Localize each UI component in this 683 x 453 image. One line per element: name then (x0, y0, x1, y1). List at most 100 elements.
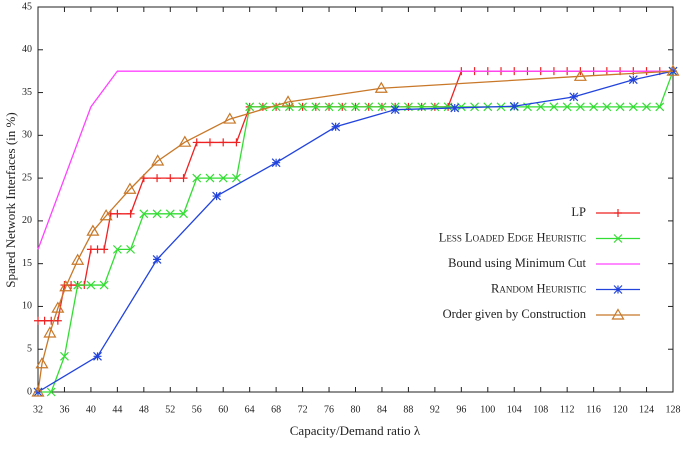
marker (86, 280, 96, 290)
marker (311, 102, 321, 112)
legend-marker (614, 209, 622, 217)
x-tick-label: 84 (377, 404, 387, 415)
marker (536, 102, 546, 112)
y-tick-label: 10 (22, 301, 32, 312)
marker (602, 102, 612, 112)
x-tick-label: 40 (86, 404, 96, 415)
y-tick-label: 5 (27, 344, 32, 355)
x-tick-label: 92 (430, 404, 440, 415)
marker (60, 351, 69, 361)
marker (100, 245, 109, 254)
marker (99, 209, 113, 221)
y-tick-label: 30 (22, 130, 32, 141)
marker (179, 174, 188, 183)
marker (73, 280, 83, 290)
marker (153, 174, 162, 183)
x-tick-label: 108 (533, 404, 548, 415)
marker (192, 138, 201, 147)
x-tick-label: 128 (666, 404, 681, 415)
marker (223, 112, 237, 124)
marker (151, 154, 165, 166)
marker (152, 254, 162, 264)
y-tick-label: 15 (22, 258, 32, 269)
marker (139, 209, 149, 219)
legend-label: Order given by Construction (443, 307, 587, 321)
marker (298, 102, 308, 112)
x-tick-label: 112 (560, 404, 575, 415)
marker (205, 173, 215, 183)
marker (562, 102, 572, 112)
marker (509, 101, 519, 111)
marker (112, 244, 122, 254)
marker (281, 95, 295, 107)
x-tick-label: 80 (351, 404, 361, 415)
x-tick-label: 88 (403, 404, 413, 415)
x-tick-label: 36 (59, 404, 69, 415)
marker (232, 138, 241, 147)
marker (166, 174, 175, 183)
y-tick-label: 40 (22, 44, 32, 55)
marker (218, 173, 228, 183)
marker (178, 135, 192, 147)
marker (377, 102, 387, 112)
x-tick-label: 120 (613, 404, 628, 415)
marker (71, 253, 85, 265)
marker (450, 103, 460, 113)
x-tick-label: 44 (112, 404, 122, 415)
legend-label: Less Loaded Edge Heuristic (439, 230, 586, 244)
x-tick-label: 68 (271, 404, 281, 415)
marker (575, 102, 585, 112)
plot-frame (37, 6, 674, 393)
marker (126, 244, 136, 254)
y-tick-label: 0 (27, 386, 32, 397)
marker (126, 209, 135, 218)
marker (179, 209, 188, 219)
marker (573, 69, 587, 81)
marker (642, 102, 651, 112)
x-tick-label: 48 (139, 404, 149, 415)
marker (59, 280, 73, 292)
marker (390, 105, 400, 115)
marker (245, 102, 255, 112)
x-tick-label: 60 (218, 404, 228, 415)
marker (123, 182, 137, 194)
legend-marker (613, 285, 623, 294)
x-tick-label: 64 (245, 404, 255, 415)
marker (51, 301, 65, 313)
marker (331, 122, 341, 132)
x-tick-label: 116 (586, 404, 601, 415)
y-tick-label: 25 (22, 172, 32, 183)
series-line (37, 70, 674, 393)
x-tick-label: 56 (192, 404, 202, 415)
y-tick-label: 45 (22, 1, 32, 12)
x-tick-label: 52 (165, 404, 175, 415)
marker (192, 173, 202, 183)
marker (205, 138, 214, 147)
marker (628, 102, 638, 112)
legend-marker (611, 308, 625, 320)
marker (364, 102, 374, 112)
y-axis-label: Spared Network Interfaces (in %) (3, 112, 18, 287)
marker (219, 138, 228, 147)
legend-label: Random Heuristic (491, 281, 586, 295)
legend-marker (613, 234, 623, 243)
marker (666, 64, 680, 76)
x-tick-label: 32 (33, 404, 43, 415)
x-tick-label: 76 (324, 404, 334, 415)
marker (232, 173, 241, 183)
x-tick-label: 124 (639, 404, 654, 415)
marker (549, 102, 559, 112)
marker (589, 102, 599, 112)
x-tick-label: 72 (298, 404, 308, 415)
marker (99, 280, 109, 290)
marker (430, 102, 440, 112)
marker (35, 357, 49, 369)
marker (337, 102, 347, 112)
marker (43, 326, 57, 338)
marker (628, 75, 638, 85)
marker (615, 102, 625, 112)
marker (655, 102, 665, 112)
marker (53, 316, 62, 325)
marker (212, 191, 222, 201)
marker (31, 385, 45, 397)
